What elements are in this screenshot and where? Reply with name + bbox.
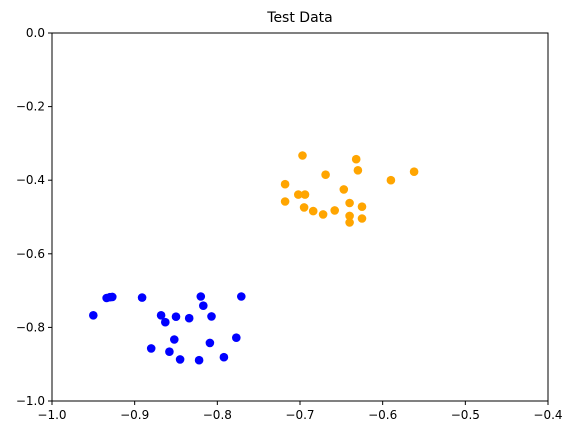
data-point-s1-17 xyxy=(357,214,367,223)
data-point-s0-6 xyxy=(156,311,166,320)
data-point-s1-11 xyxy=(345,198,354,208)
data-point-s1-13 xyxy=(345,218,354,227)
data-point-s0-16 xyxy=(205,338,215,348)
plot-frame xyxy=(51,32,549,402)
data-point-s1-14 xyxy=(351,154,361,164)
data-point-s0-7 xyxy=(161,317,170,327)
y-tick-label: 0.0 xyxy=(26,26,45,40)
data-point-s1-1 xyxy=(280,197,290,206)
x-tick-label: −0.6 xyxy=(368,408,397,422)
data-point-s0-4 xyxy=(137,293,147,302)
data-point-s1-16 xyxy=(357,202,367,211)
chart-title: Test Data xyxy=(266,10,332,26)
data-point-s1-12 xyxy=(345,211,354,221)
x-axis: −1.0 −0.9 −0.8 −0.7 −0.6 −0.5 −0.4 xyxy=(37,401,563,422)
data-point-s0-11 xyxy=(175,355,185,364)
data-point-s0-14 xyxy=(196,292,206,301)
data-point-s0-12 xyxy=(184,313,194,323)
data-point-s0-15 xyxy=(199,301,208,311)
y-tick-label: −0.2 xyxy=(16,100,45,114)
data-point-s0-3 xyxy=(108,292,117,302)
data-point-s0-10 xyxy=(171,312,181,322)
data-point-s0-9 xyxy=(170,335,179,344)
data-point-s1-15 xyxy=(353,166,363,175)
data-point-s1-7 xyxy=(318,210,328,219)
data-point-s1-5 xyxy=(300,190,310,199)
data-point-s0-19 xyxy=(232,333,241,343)
data-point-s1-3 xyxy=(298,151,307,160)
data-point-s1-4 xyxy=(299,203,309,212)
points-layer xyxy=(89,151,419,365)
data-point-s1-0 xyxy=(280,179,290,189)
data-point-s1-8 xyxy=(321,170,330,179)
y-axis: 0.0 −0.2 −0.4 −0.6 −0.8 −1.0 xyxy=(16,26,52,408)
x-tick-label: −0.7 xyxy=(285,408,314,422)
y-tick-label: −0.8 xyxy=(16,320,45,334)
data-point-s0-5 xyxy=(146,344,156,353)
y-tick-label: −0.4 xyxy=(16,173,45,187)
data-point-s1-9 xyxy=(330,206,340,215)
data-point-s1-6 xyxy=(308,206,318,216)
x-tick-label: −1.0 xyxy=(37,408,66,422)
data-point-s0-20 xyxy=(237,292,246,301)
x-tick-label: −0.5 xyxy=(451,408,480,422)
data-point-s0-0 xyxy=(89,311,98,320)
y-tick-label: −0.6 xyxy=(16,247,45,261)
data-point-s1-19 xyxy=(409,167,419,176)
plot-area xyxy=(52,33,548,401)
data-point-s1-10 xyxy=(339,185,349,194)
x-tick-label: −0.4 xyxy=(533,408,562,422)
data-point-s0-13 xyxy=(194,355,204,365)
x-tick-label: −0.9 xyxy=(120,408,149,422)
data-point-s0-8 xyxy=(165,347,174,357)
y-tick-label: −1.0 xyxy=(16,394,45,408)
x-tick-label: −0.8 xyxy=(203,408,232,422)
data-point-s1-18 xyxy=(386,175,396,185)
data-point-s0-17 xyxy=(207,312,216,321)
data-point-s1-2 xyxy=(294,190,303,199)
data-point-s0-18 xyxy=(219,352,229,362)
